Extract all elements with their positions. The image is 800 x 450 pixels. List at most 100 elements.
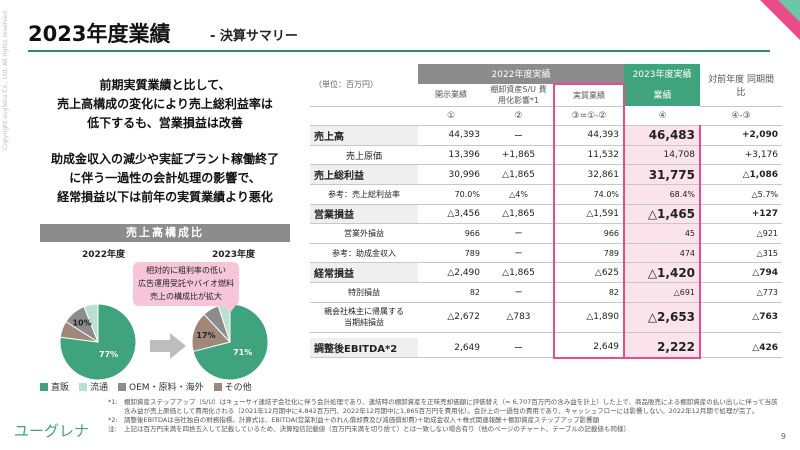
footnote-key: 注: (108, 425, 117, 433)
cell-change: △5.7% (700, 184, 783, 205)
page-subtitle: - 決算サマリー (210, 29, 298, 44)
cell-2023: 2,222 (623, 338, 702, 359)
footnote-key: *2: (108, 416, 118, 424)
legend-item-distribution: 流通 (79, 380, 108, 393)
table-row: 参考：売上総利益率 70.0% △4% 74.0% 68.4% △5.7% (310, 184, 783, 205)
cell-reported: △3,456 (418, 204, 484, 225)
cell-2023: △1,465 (623, 204, 702, 225)
pie-slice-direct (59, 303, 137, 381)
table-spacer-row (310, 332, 782, 339)
footnotes: *1: 棚卸資産ステップアップ（S/U）はキューサイ連結子会社化に伴う会計処理であ… (108, 398, 780, 434)
table-row: 売上原価 13,396 +1,865 11,532 14,708 +3,176 (310, 145, 783, 166)
cell-adjust: ー (484, 282, 554, 303)
results-table: （単位：百万円） 2022年度実績 2023年度実績 対前年度 同期間比 開示業… (310, 64, 783, 359)
table-row: 売上高 44,393 ー 44,393 46,483 +2,090 (310, 125, 783, 146)
cell-adjust: ー (484, 243, 554, 264)
cell-real: △1,890 (552, 302, 626, 333)
cell-2023: 45 (623, 223, 702, 244)
row-label: 営業損益 (310, 204, 418, 225)
page-number: 9 (780, 432, 786, 441)
summary-2-line: に伴う一過性の会計処理の影響で、 (69, 171, 261, 185)
row-label: 参考：助成金収入 (310, 243, 418, 264)
row-label: 親会社株主に帰属する 当期純損益 (310, 302, 418, 333)
cell-adjust: ー (484, 223, 554, 244)
header-2022-group: 2022年度実績 (418, 64, 625, 84)
summary-block-2: 助成金収入の減少や実証プラント稼働終了 に伴う一過性の会計処理の影響で、 経常損… (30, 150, 300, 207)
cell-real: 11,532 (552, 145, 626, 166)
corner-decoration-green (778, 0, 800, 22)
row-label: 売上原価 (310, 145, 418, 166)
pie-label: 10% (72, 319, 91, 328)
circle-label: ③=①-② (552, 106, 626, 127)
footnote-2: *2: 調整後EBITDAは当社独自の財務指標。計算式は、EBITDA(営業利益＋… (108, 416, 780, 425)
cell-2023: 31,775 (623, 164, 702, 185)
pie-chart-2022: 77% 10% (59, 303, 137, 381)
cell-adjust: △4% (484, 184, 554, 205)
year-label-2023: 2023年度 (212, 250, 256, 260)
header-2023: 業績 (624, 83, 701, 107)
callout-line: 売上の構成比が拡大 (150, 292, 222, 301)
cell-real: 2,649 (552, 338, 626, 359)
cell-change: △1,086 (700, 164, 783, 185)
pie-label: 77% (99, 350, 118, 359)
cell-change: △794 (700, 262, 783, 283)
copyright-text: Copyright euglena Co., Ltd. All rights r… (2, 9, 9, 150)
cell-2023: △1,420 (623, 262, 702, 283)
cell-reported: 789 (418, 243, 484, 264)
callout-line: 相対的に粗利率の低い (146, 266, 226, 275)
footnote-1: *1: 棚卸資産ステップアップ（S/U）はキューサイ連結子会社化に伴う会計処理であ… (108, 398, 780, 416)
summary-1-line: 売上高構成の変化により売上総利益率は (57, 97, 273, 111)
cell-2023: 474 (623, 243, 702, 264)
header-reported: 開示業績 (418, 83, 484, 107)
cell-2023: △2,653 (623, 302, 702, 333)
row-label: 参考：売上総利益率 (310, 184, 418, 205)
circle-label: ② (484, 106, 554, 127)
table-row: 参考：助成金収入 789 ー 789 474 △315 (310, 243, 783, 264)
legend-label: 流通 (90, 383, 109, 393)
cell-change: △426 (700, 338, 783, 359)
table-row: 特別損益 82 ー 82 △691 △773 (310, 282, 783, 303)
legend-item-direct: 直販 (40, 380, 69, 393)
cell-reported: 966 (418, 223, 484, 244)
table-header-col-row: 開示業績 棚卸資産S/U 費用化影響*1 実質業績 業績 (310, 82, 782, 107)
cell-real: 789 (552, 243, 626, 264)
callout-line: 広告運用受託やバイオ燃料 (138, 279, 234, 288)
table-row: 営業損益 △3,456 △1,865 △1,591 △1,465 +127 (310, 204, 783, 225)
summary-2-line: 経常損益以下は前年の実質業績より悪化 (57, 190, 273, 204)
footnote-text: 棚卸資産ステップアップ（S/U）はキューサイ連結子会社化に伴う会計処理であり、連… (124, 398, 778, 415)
pie-label: 17% (196, 331, 215, 340)
legend-item-oem: OEM・原料・海外 (118, 380, 204, 393)
table-row: 経常損益 △2,490 △1,865 △625 △1,420 △794 (310, 262, 783, 283)
cell-change: +2,090 (700, 125, 783, 146)
cell-adjust: △1,865 (484, 164, 554, 185)
header-change: 対前年度 同期間比 (700, 64, 783, 107)
cell-real: 82 (552, 282, 626, 303)
cell-reported: 2,649 (418, 338, 484, 359)
breakdown-callout: 相対的に粗利率の低い 広告運用受託やバイオ燃料 売上の構成比が拡大 (133, 262, 239, 306)
cell-2023: △691 (623, 282, 702, 303)
cell-real: 74.0% (552, 184, 626, 205)
cell-real: 44,393 (552, 125, 626, 146)
unit-label: （単位：百万円） (310, 64, 418, 107)
cell-adjust: △783 (484, 302, 554, 333)
pie-chart-2023: 71% 17% (191, 303, 269, 381)
header-real: 実質業績 (552, 82, 626, 107)
summary-2-line: 助成金収入の減少や実証プラント稼働終了 (50, 152, 279, 166)
legend-item-other: その他 (213, 380, 252, 393)
callout-tail (224, 305, 236, 313)
summary-block-1: 前期実質業績と比して、 売上高構成の変化により売上総利益率は 低下するも、営業損… (30, 76, 300, 133)
pie-slice-distribution (83, 303, 99, 343)
cell-real: △1,591 (552, 204, 626, 225)
summary-1-line: 前期実質業績と比して、 (99, 78, 231, 92)
table-row: 売上総利益 30,996 △1,865 32,861 31,775 △1,086 (310, 164, 783, 185)
cell-reported: △2,672 (418, 302, 484, 333)
cell-adjust: △1,865 (484, 262, 554, 283)
legend-label: 直販 (51, 383, 70, 393)
cell-change: △921 (700, 223, 783, 244)
footnote-key: *1: (108, 398, 118, 406)
legend-label: その他 (224, 383, 252, 393)
table-circle-row: ① ② ③=①-② ④ ④-③ (310, 106, 783, 127)
table-row: 営業外損益 966 ー 966 45 △921 (310, 223, 783, 244)
circle-label: ④ (624, 106, 701, 127)
row-label: 調整後EBITDA*2 (310, 338, 418, 359)
